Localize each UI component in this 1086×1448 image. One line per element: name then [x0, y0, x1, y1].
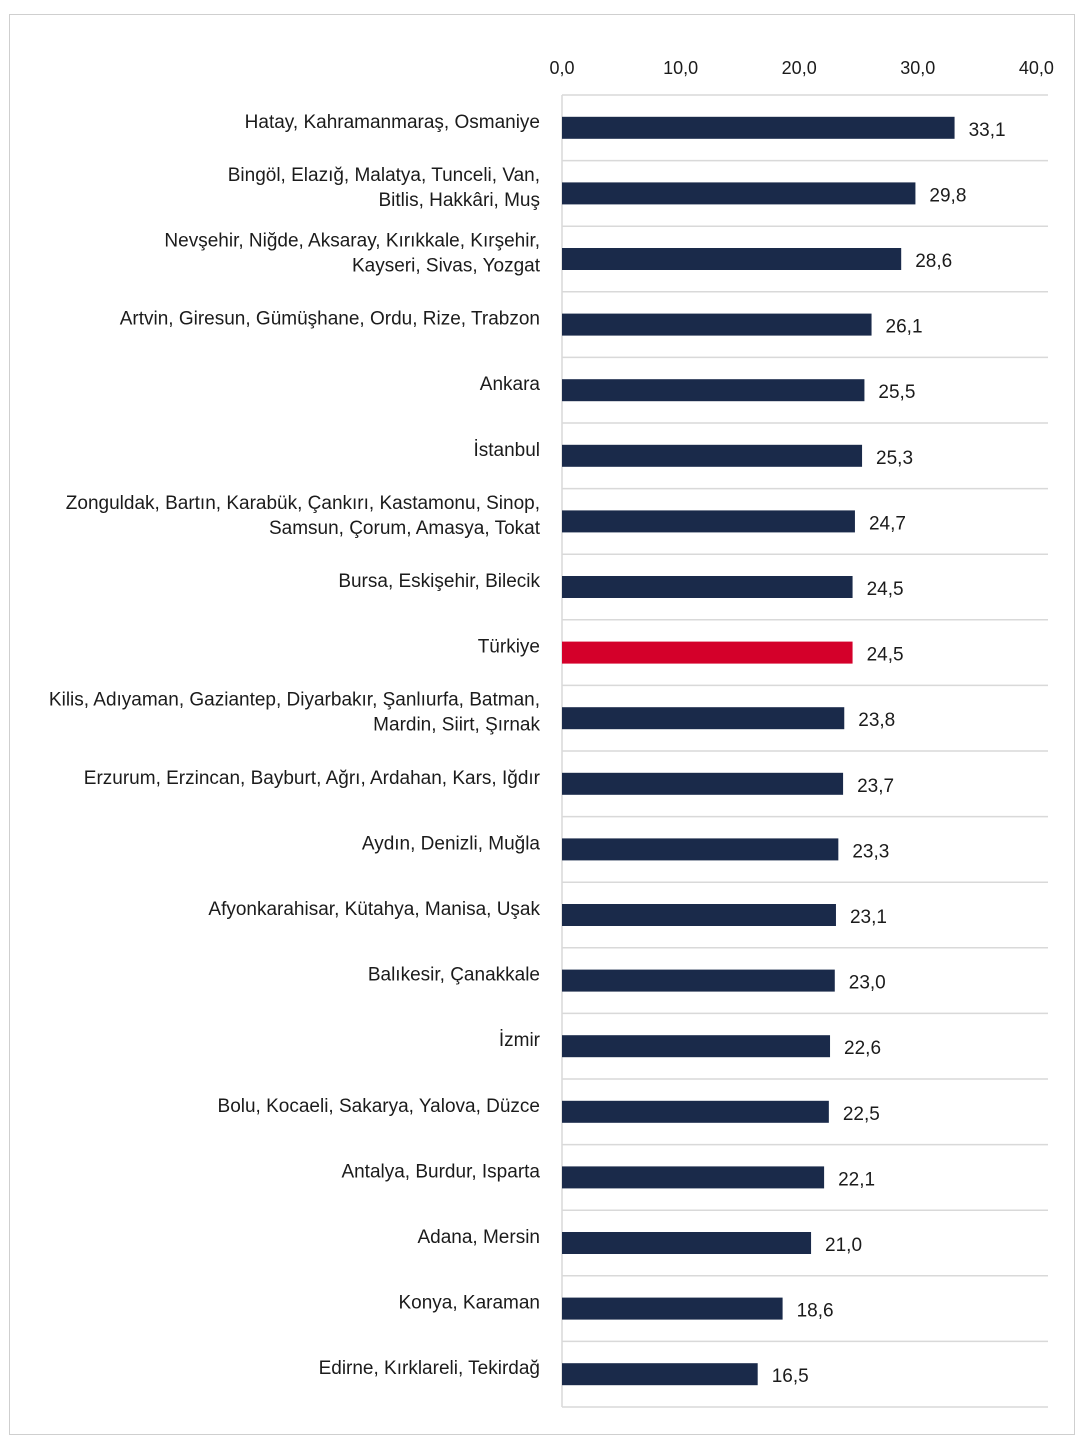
value-label: 22,5: [843, 1104, 880, 1125]
bar: [562, 1035, 831, 1058]
value-label: 22,1: [838, 1169, 875, 1190]
category-label: Antalya, Burdur, Isparta: [341, 1161, 540, 1182]
category-label: Konya, Karaman: [398, 1293, 540, 1314]
value-label: 16,5: [772, 1366, 809, 1387]
category-label: Bingöl, Elazığ, Malatya, Tunceli, Van,: [228, 165, 540, 186]
category-label: Mardin, Siirt, Şırnak: [373, 715, 540, 736]
value-label: 28,6: [915, 251, 952, 272]
value-label: 25,3: [876, 448, 913, 469]
value-label: 18,6: [797, 1301, 834, 1322]
category-label: Aydın, Denizli, Muğla: [362, 833, 541, 854]
category-label: Bolu, Kocaeli, Sakarya, Yalova, Düzce: [218, 1096, 540, 1117]
category-label: Kayseri, Sivas, Yozgat: [352, 256, 541, 277]
category-label: İzmir: [499, 1030, 541, 1051]
value-label: 23,7: [857, 776, 894, 797]
bar: [562, 510, 855, 533]
value-label: 24,5: [867, 579, 904, 600]
bar: [562, 444, 863, 467]
category-label: Afyonkarahisar, Kütahya, Manisa, Uşak: [208, 899, 540, 920]
value-label: 24,5: [867, 645, 904, 666]
category-label: Balıkesir, Çanakkale: [368, 965, 540, 986]
bars: [562, 116, 955, 1386]
x-tick-label: 40,0: [1019, 58, 1054, 78]
value-label: 24,7: [869, 513, 906, 534]
bar: [562, 248, 902, 270]
bar: [562, 1297, 783, 1320]
gridlines: [561, 94, 1048, 1408]
bar: [562, 707, 845, 730]
value-label: 23,8: [858, 710, 895, 731]
bar: [562, 1100, 829, 1123]
category-label: Erzurum, Erzincan, Bayburt, Ağrı, Ardaha…: [84, 768, 541, 789]
value-label: 22,6: [844, 1038, 881, 1059]
value-label: 25,5: [878, 382, 915, 403]
bar: [562, 182, 916, 205]
category-label: Zonguldak, Bartın, Karabük, Çankırı, Kas…: [66, 493, 540, 514]
category-label: Ankara: [480, 374, 541, 395]
chart-frame: [9, 14, 1075, 1435]
bar: [562, 969, 835, 992]
x-tick-label: 10,0: [663, 58, 698, 78]
category-label: Samsun, Çorum, Amasya, Tokat: [269, 518, 541, 539]
category-label: Kilis, Adıyaman, Gaziantep, Diyarbakır, …: [49, 690, 540, 711]
bar: [562, 576, 853, 598]
category-labels: Hatay, Kahramanmaraş, Osmaniye Bingöl, El…: [49, 112, 541, 1379]
bar: [562, 772, 844, 795]
x-tick-label: 30,0: [900, 58, 935, 78]
category-label: İstanbul: [473, 440, 540, 461]
bar-highlight: [562, 641, 853, 664]
category-label: Artvin, Giresun, Gümüşhane, Ordu, Rize, …: [120, 309, 540, 330]
value-label: 26,1: [886, 317, 923, 338]
value-label: 23,0: [849, 973, 886, 994]
x-tick-label: 0,0: [549, 58, 574, 78]
bar: [562, 1166, 825, 1189]
value-label: 29,8: [929, 185, 966, 206]
x-axis-ticks: 0,0 10,0 20,0 30,0 40,0: [549, 58, 1053, 78]
category-label: Türkiye: [478, 637, 540, 658]
bar: [562, 838, 839, 861]
bar: [562, 1363, 758, 1386]
value-labels: 33,1 29,8 28,6 26,1 25,5 25,3 24,7 24,5 24,5 23,8…: [772, 120, 1006, 1387]
category-label: Nevşehir, Niğde, Aksaray, Kırıkkale, Kır…: [164, 231, 540, 252]
category-label: Bursa, Eskişehir, Bilecik: [338, 571, 540, 592]
category-label: Hatay, Kahramanmaraş, Osmaniye: [245, 112, 540, 133]
category-label: Adana, Mersin: [417, 1227, 540, 1248]
category-label: Bitlis, Hakkâri, Muş: [378, 190, 540, 211]
category-label: Edirne, Kırklareli, Tekirdağ: [319, 1358, 540, 1379]
value-label: 21,0: [825, 1235, 862, 1256]
bar: [562, 379, 865, 402]
bar: [562, 904, 836, 926]
value-label: 23,1: [850, 907, 887, 928]
value-label: 23,3: [852, 841, 889, 862]
bar: [562, 313, 872, 336]
value-label: 33,1: [969, 120, 1006, 141]
bar: [562, 1232, 812, 1254]
bar: [562, 116, 955, 139]
x-tick-label: 20,0: [782, 58, 817, 78]
